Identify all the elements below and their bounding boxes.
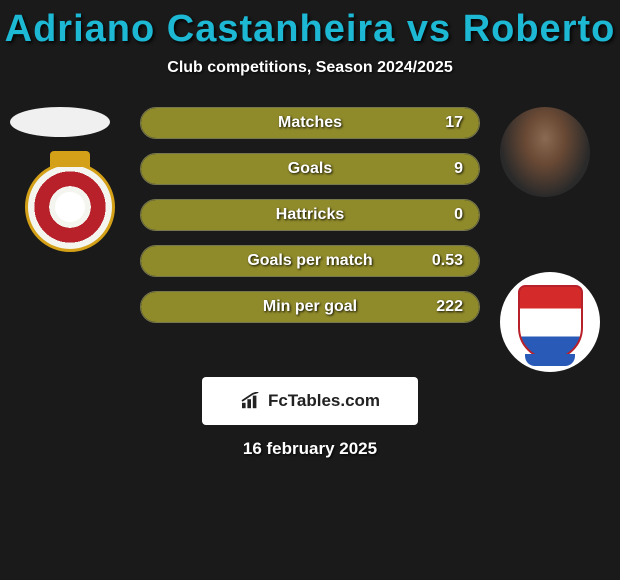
stat-bar-row: Hattricks 0 xyxy=(140,199,480,231)
chart-icon xyxy=(240,392,262,410)
stat-bar-value: 17 xyxy=(445,114,463,132)
brand-text: FcTables.com xyxy=(268,391,380,411)
stats-area: Matches 17 Goals 9 Hattricks 0 Goals per match… xyxy=(0,107,620,367)
stat-bar-label: Goals per match xyxy=(247,252,372,270)
player-right-club-crest xyxy=(500,272,600,372)
comparison-subtitle: Club competitions, Season 2024/2025 xyxy=(0,59,620,77)
comparison-title: Adriano Castanheira vs Roberto xyxy=(0,8,620,51)
stat-bar-value: 0.53 xyxy=(432,252,463,270)
crest-right-icon xyxy=(518,285,583,360)
crest-left-icon xyxy=(55,192,85,222)
stat-bar-row: Matches 17 xyxy=(140,107,480,139)
stat-bar-value: 0 xyxy=(454,206,463,224)
stat-bar-label: Matches xyxy=(278,114,342,132)
stat-bars: Matches 17 Goals 9 Hattricks 0 Goals per match… xyxy=(140,107,480,337)
stat-bar-row: Min per goal 222 xyxy=(140,291,480,323)
stat-bar-label: Min per goal xyxy=(263,298,357,316)
player-left-avatar xyxy=(10,107,110,137)
stat-bar-label: Goals xyxy=(288,160,332,178)
brand-badge: FcTables.com xyxy=(202,377,418,425)
stat-bar-value: 222 xyxy=(436,298,463,316)
stat-bar-row: Goals per match 0.53 xyxy=(140,245,480,277)
footer-date: 16 february 2025 xyxy=(0,439,620,459)
stat-bar-label: Hattricks xyxy=(276,206,344,224)
stat-bar-row: Goals 9 xyxy=(140,153,480,185)
stat-bar-value: 9 xyxy=(454,160,463,178)
player-left-club-crest xyxy=(25,162,115,252)
player-right-avatar xyxy=(500,107,590,197)
